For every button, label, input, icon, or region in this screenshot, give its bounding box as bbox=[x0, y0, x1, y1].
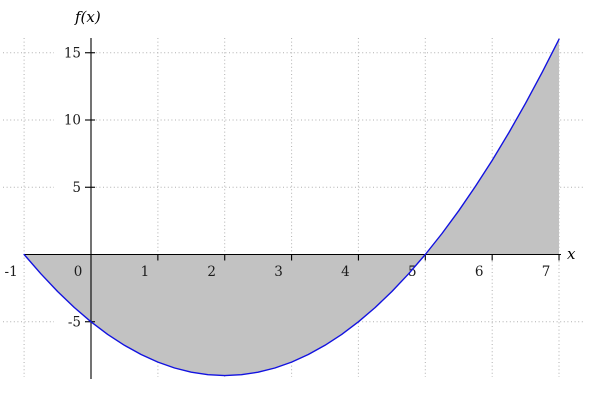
x-tick-label: 7 bbox=[542, 264, 551, 280]
x-tick-label: 2 bbox=[207, 264, 216, 280]
x-tick-label: 4 bbox=[341, 264, 350, 280]
shaded-area bbox=[24, 39, 560, 376]
x-tick-label: 3 bbox=[274, 264, 283, 280]
x-tick-label: 0 bbox=[74, 264, 83, 280]
y-tick-label: 5 bbox=[72, 180, 81, 196]
y-tick-label: 15 bbox=[64, 45, 81, 61]
x-axis-title: x bbox=[567, 245, 576, 263]
x-tick-label: 1 bbox=[141, 264, 150, 280]
y-tick-label: -5 bbox=[68, 314, 81, 330]
y-axis-title: f(x) bbox=[75, 8, 101, 26]
x-tick-label: -1 bbox=[5, 264, 18, 280]
x-tick-label: 6 bbox=[475, 264, 484, 280]
x-tick-label: 5 bbox=[408, 264, 417, 280]
y-tick-label: 10 bbox=[64, 113, 81, 129]
function-curve bbox=[23, 38, 560, 377]
